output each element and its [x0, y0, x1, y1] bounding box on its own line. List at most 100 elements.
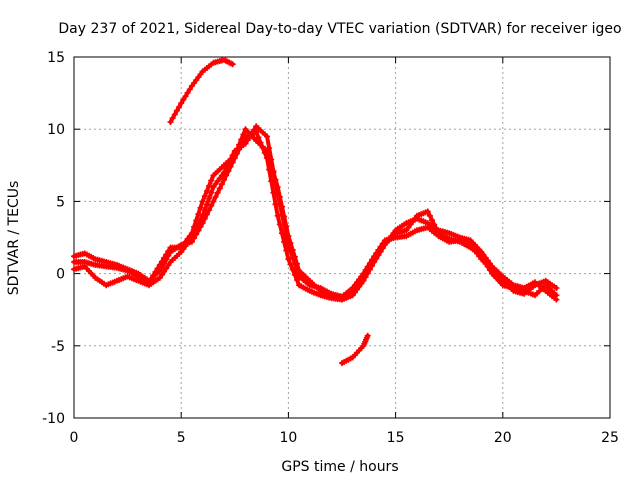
data-point: [362, 270, 369, 277]
data-point: [173, 107, 180, 114]
data-point: [167, 119, 174, 125]
data-point: [255, 134, 262, 141]
data-point: [431, 221, 438, 228]
data-point: [158, 271, 165, 278]
data-point: [154, 265, 161, 272]
data-point: [274, 184, 281, 190]
y-tick-label: 10: [47, 122, 65, 138]
data-point: [274, 212, 281, 219]
data-point: [276, 193, 283, 200]
data-point: [146, 279, 152, 286]
data-point: [480, 256, 487, 263]
data-point: [203, 188, 210, 194]
y-tick-label: -5: [51, 339, 65, 355]
data-point: [366, 264, 373, 270]
data-point: [193, 217, 200, 224]
data-point: [221, 169, 228, 176]
data-point: [486, 267, 493, 274]
data-point: [283, 223, 290, 230]
x-tick-label: 0: [70, 430, 79, 446]
data-point: [375, 251, 382, 258]
data-point: [199, 198, 206, 205]
data-point: [163, 251, 170, 258]
data-point: [165, 262, 172, 269]
data-point: [206, 195, 213, 202]
data-point: [429, 217, 435, 224]
data-point: [231, 152, 238, 159]
data-point: [268, 178, 275, 185]
data-point: [180, 96, 187, 103]
data-point: [478, 253, 485, 260]
data-point: [214, 189, 221, 196]
data-point: [229, 61, 236, 68]
data-point: [152, 268, 159, 275]
grid-lines: [74, 57, 610, 418]
data-point: [553, 285, 560, 291]
data-point: [238, 136, 245, 143]
x-tick-label: 10: [279, 430, 297, 446]
data-point: [161, 268, 167, 275]
data-point: [289, 246, 296, 253]
y-tick-label: 15: [47, 50, 65, 66]
y-axis-label: SDTVAR / TECUs: [6, 181, 22, 296]
data-point: [233, 147, 240, 153]
data-point: [236, 141, 243, 148]
data-point: [169, 115, 176, 122]
data-point: [369, 260, 375, 267]
data-point: [203, 201, 210, 208]
data-point: [221, 176, 228, 183]
data-point: [424, 208, 431, 215]
data-point: [208, 189, 215, 196]
data-point: [244, 137, 251, 144]
x-tick-label: 5: [177, 430, 186, 446]
data-point: [240, 131, 247, 138]
y-tick-label: 5: [56, 194, 65, 210]
data-point: [264, 133, 270, 140]
data-point: [210, 198, 217, 205]
data-points: [71, 56, 560, 367]
data-point: [377, 248, 384, 255]
x-tick-label: 20: [494, 430, 512, 446]
data-point: [484, 263, 491, 270]
data-point: [281, 213, 288, 220]
data-point: [287, 240, 294, 246]
data-point: [178, 100, 185, 107]
series-track-1: [71, 129, 560, 303]
series-line: [72, 130, 559, 302]
data-point: [279, 203, 285, 210]
series-line: [72, 127, 559, 299]
data-point: [186, 86, 193, 93]
data-point: [364, 267, 371, 274]
data-point: [176, 104, 183, 110]
data-point: [364, 332, 371, 339]
x-tick-label: 15: [387, 430, 405, 446]
data-point: [294, 277, 300, 283]
plot-area-frame: [73, 56, 611, 419]
x-tick-label: 25: [601, 430, 619, 446]
series-track-3: [71, 126, 560, 300]
data-point: [268, 162, 275, 169]
data-point: [188, 230, 195, 237]
data-point: [212, 194, 219, 201]
y-tick-labels: -10 -5 0 5 10 15: [42, 50, 65, 427]
chart-title: Day 237 of 2021, Sidereal Day-to-day VTE…: [58, 21, 621, 37]
y-tick-label: -10: [42, 411, 65, 427]
data-point: [218, 181, 225, 188]
data-point: [201, 207, 208, 214]
series-line: [168, 57, 235, 124]
data-point: [165, 248, 172, 255]
data-point: [197, 204, 204, 211]
data-point: [285, 233, 292, 240]
y-tick-label: 0: [56, 267, 65, 283]
data-point: [201, 193, 208, 200]
data-point: [553, 292, 560, 299]
data-point: [184, 89, 191, 96]
data-point: [156, 261, 163, 268]
data-point: [270, 169, 277, 176]
series-segment-high: [167, 56, 236, 125]
data-point: [163, 265, 170, 272]
data-point: [272, 176, 279, 183]
data-point: [251, 126, 258, 133]
data-point: [156, 274, 163, 281]
